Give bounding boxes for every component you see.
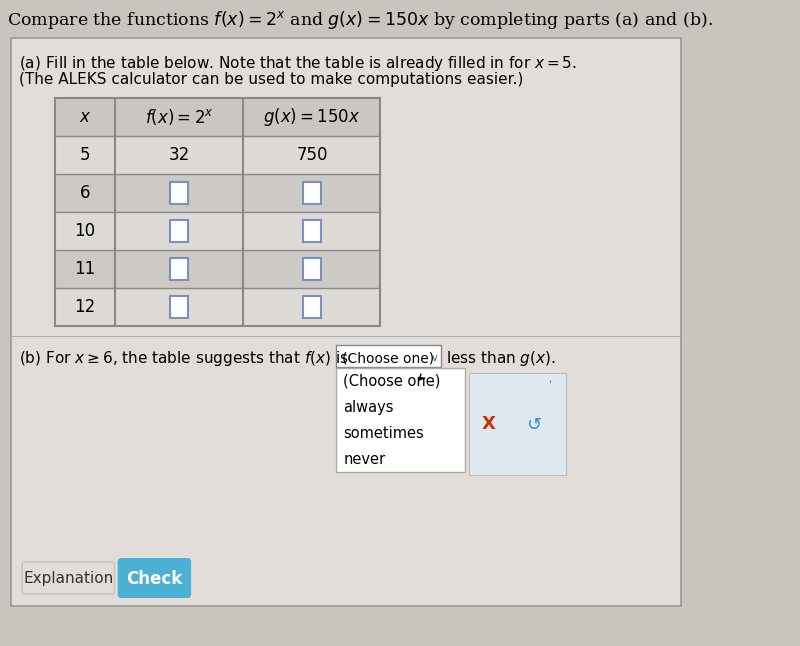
Bar: [170, 258, 188, 280]
Bar: [303, 220, 321, 242]
Bar: [55, 250, 381, 288]
Text: (Choose one): (Choose one): [342, 351, 434, 365]
Text: v: v: [432, 353, 438, 363]
FancyBboxPatch shape: [22, 562, 114, 594]
Text: Check: Check: [126, 570, 182, 588]
Text: 12: 12: [74, 298, 95, 316]
Bar: [336, 345, 441, 367]
Text: sometimes: sometimes: [343, 426, 424, 441]
Text: X: X: [482, 415, 495, 433]
Text: $f(x) = 2^x$: $f(x) = 2^x$: [145, 107, 214, 127]
Bar: [55, 174, 381, 212]
Bar: [303, 296, 321, 318]
Text: 6: 6: [80, 184, 90, 202]
Text: Explanation: Explanation: [23, 572, 114, 587]
Text: (a) Fill in the table below. Note that the table is already filled in for $x = 5: (a) Fill in the table below. Note that t…: [19, 54, 578, 73]
Text: $g(x) = 150x$: $g(x) = 150x$: [263, 106, 361, 128]
Text: Compare the functions $f(x) = 2^x$ and $g(x) = 150x$ by completing parts (a) and: Compare the functions $f(x) = 2^x$ and $…: [7, 9, 713, 31]
Bar: [55, 136, 381, 174]
Text: never: never: [343, 452, 386, 466]
Text: ': ': [549, 379, 552, 389]
Text: (The ALEKS calculator can be used to make computations easier.): (The ALEKS calculator can be used to mak…: [19, 72, 524, 87]
Bar: [469, 373, 566, 475]
Text: (b) For $x \geq 6$, the table suggests that $f(x)$ is: (b) For $x \geq 6$, the table suggests t…: [19, 348, 349, 368]
Bar: [55, 288, 381, 326]
Bar: [55, 98, 381, 136]
Text: less than $g(x)$.: less than $g(x)$.: [446, 348, 556, 368]
Bar: [55, 212, 381, 250]
Text: 11: 11: [74, 260, 95, 278]
Bar: [303, 258, 321, 280]
Text: 750: 750: [296, 146, 328, 164]
Text: always: always: [343, 399, 394, 415]
Bar: [170, 296, 188, 318]
Text: 5: 5: [80, 146, 90, 164]
Bar: [170, 220, 188, 242]
Bar: [170, 182, 188, 204]
Text: $\circlearrowleft$: $\circlearrowleft$: [523, 415, 542, 433]
Text: 10: 10: [74, 222, 95, 240]
Bar: [10, 38, 682, 606]
Text: $x$: $x$: [78, 108, 91, 126]
Bar: [303, 182, 321, 204]
FancyBboxPatch shape: [118, 558, 191, 598]
Text: 32: 32: [169, 146, 190, 164]
Text: (Choose one): (Choose one): [343, 373, 441, 388]
Bar: [336, 368, 465, 472]
